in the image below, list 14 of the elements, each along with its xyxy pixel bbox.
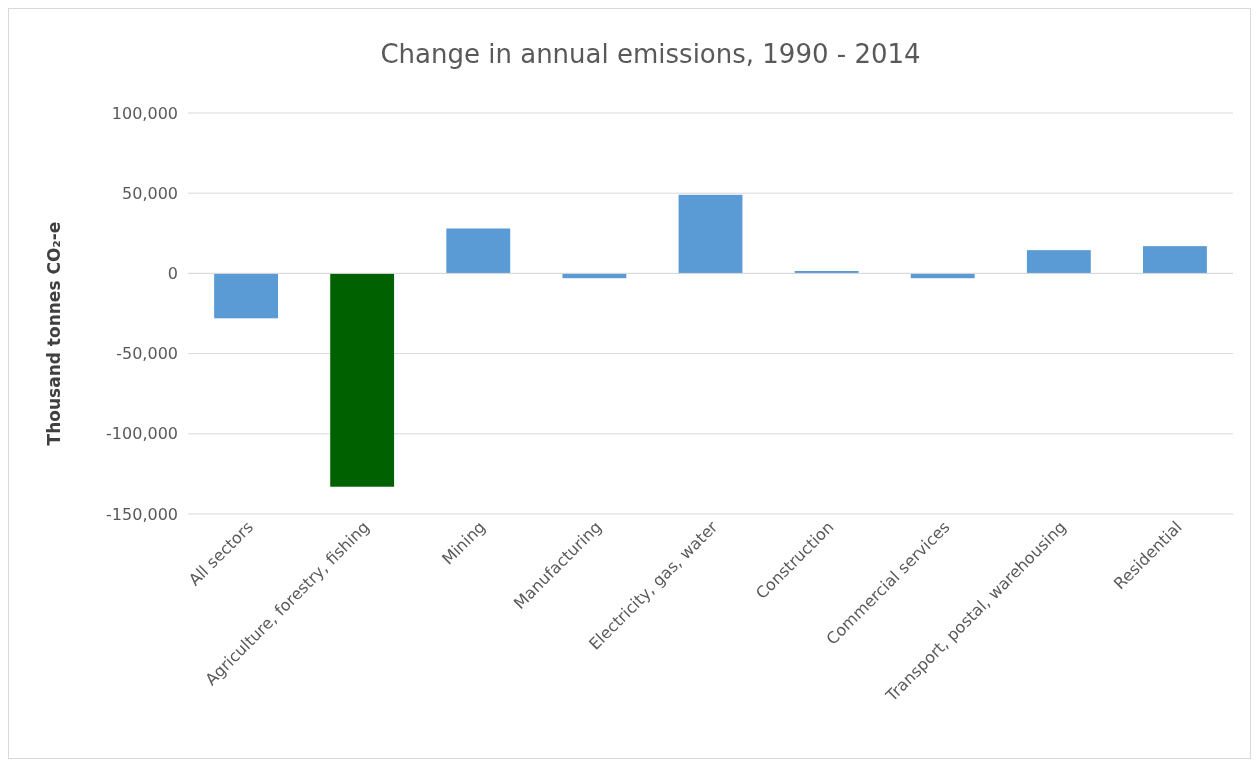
chart-title: Change in annual emissions, 1990 - 2014 xyxy=(380,39,921,69)
y-axis-title: Thousand tonnes CO₂-e xyxy=(44,221,64,446)
y-tick-label: -50,000 xyxy=(116,344,178,364)
y-tick-label: 0 xyxy=(167,264,178,283)
bar xyxy=(214,273,278,319)
bar xyxy=(446,228,511,274)
y-tick-label: 50,000 xyxy=(122,183,178,203)
bar xyxy=(1026,250,1091,274)
y-tick-label: 100,000 xyxy=(111,103,178,123)
y-tick-label: -150,000 xyxy=(106,504,178,524)
y-tick-label: -100,000 xyxy=(106,424,178,444)
bar xyxy=(678,194,743,274)
bar xyxy=(330,273,395,487)
bar xyxy=(1143,246,1207,274)
